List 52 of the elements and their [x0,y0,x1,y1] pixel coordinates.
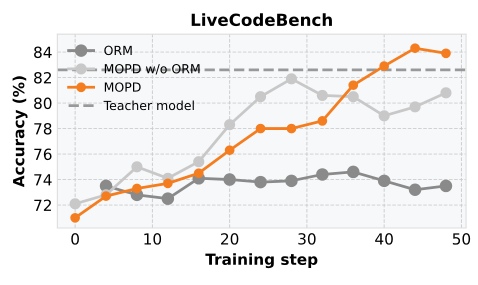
point [440,180,452,192]
point [348,80,358,90]
point [379,61,390,71]
point [410,43,420,54]
point [162,178,173,188]
y-tick-label: 72 [34,200,51,211]
point [254,91,266,102]
y-tick-label: 84 [34,46,52,58]
x-tick-label: 50 [452,233,470,245]
x-tick-label: 10 [144,233,162,245]
point [348,91,359,102]
point [285,174,298,188]
point [131,161,142,172]
point [378,110,390,122]
legend-label: Teacher model [104,100,194,110]
y-tick-label: 74 [34,174,52,186]
point [286,73,298,84]
x-tick-label: 30 [298,233,316,245]
point [224,145,235,156]
point [410,101,421,112]
y-tick-label: 82 [34,72,51,84]
x-tick-label: 0 [71,233,79,245]
point [316,168,329,181]
y-tick-label: 78 [34,123,52,135]
point [194,168,204,178]
legend-label: MOPD w/o ORM [104,64,200,74]
point [256,124,266,134]
point [162,192,174,205]
y-tick-label: 76 [34,148,52,160]
x-tick-label: 40 [375,233,393,245]
point [132,184,142,194]
point [347,166,360,178]
point [70,212,80,223]
x-axis-title: Training step [205,253,318,268]
point [224,119,236,130]
point [441,48,451,58]
legend-label: MOPD [104,82,141,92]
point [223,173,236,186]
point [317,116,328,126]
x-tick-label: 20 [221,233,238,245]
point [254,176,267,188]
point [408,184,422,196]
point [70,198,81,210]
y-axis-title: Accuracy (%) [12,76,28,188]
point [286,124,296,134]
point [316,90,328,101]
point [378,174,390,188]
point [193,156,204,168]
chart-title: LiveCodeBench [192,13,332,26]
legend-label: ORM [104,46,132,56]
y-tick-label: 80 [34,98,52,110]
point [440,87,452,98]
